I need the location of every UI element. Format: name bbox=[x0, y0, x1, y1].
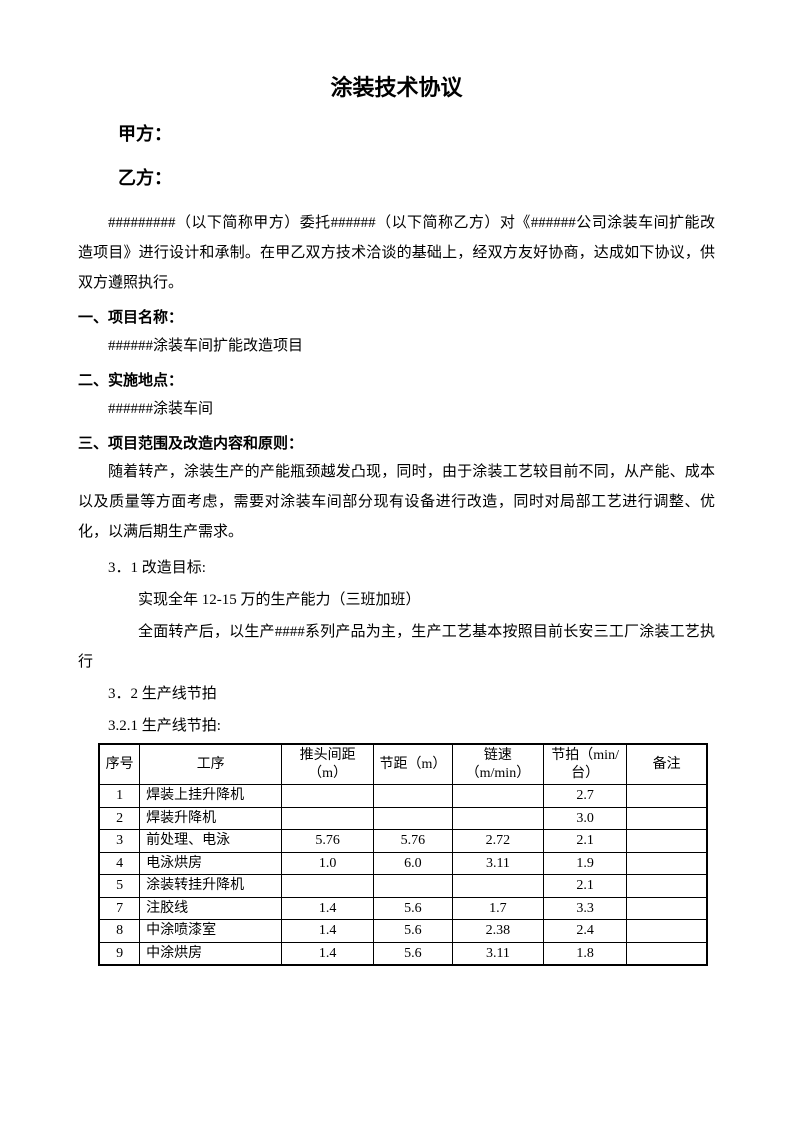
table-cell: 5.6 bbox=[373, 897, 452, 920]
table-cell: 2.1 bbox=[543, 830, 626, 853]
table-header-row: 序号 工序 推头间距（m） 节距（m） 链速（m/min） 节拍（min/台） … bbox=[99, 744, 707, 785]
table-cell bbox=[627, 920, 707, 943]
table-cell bbox=[373, 807, 452, 830]
table-cell: 5.6 bbox=[373, 920, 452, 943]
table-cell: 电泳烘房 bbox=[140, 852, 282, 875]
table-cell: 2.72 bbox=[452, 830, 543, 853]
table-cell: 5.76 bbox=[282, 830, 374, 853]
table-cell: 8 bbox=[99, 920, 140, 943]
table-row: 8中涂喷漆室1.45.62.382.4 bbox=[99, 920, 707, 943]
table-cell: 9 bbox=[99, 942, 140, 965]
table-cell bbox=[627, 897, 707, 920]
section3-1-line2: 全面转产后，以生产####系列产品为主，生产工艺基本按照目前长安三工厂涂装工艺执… bbox=[78, 617, 715, 677]
section3-1-line1: 实现全年 12-15 万的生产能力（三班加班） bbox=[78, 585, 715, 615]
col-cycle: 节拍（min/台） bbox=[543, 744, 626, 785]
table-cell: 1.9 bbox=[543, 852, 626, 875]
col-chainspeed: 链速（m/min） bbox=[452, 744, 543, 785]
party-b: 乙方： bbox=[118, 164, 715, 190]
table-cell bbox=[282, 785, 374, 808]
table-cell bbox=[627, 807, 707, 830]
table-cell bbox=[373, 875, 452, 898]
table-row: 5涂装转挂升降机 2.1 bbox=[99, 875, 707, 898]
table-row: 3前处理、电泳5.765.762.722.1 bbox=[99, 830, 707, 853]
table-cell: 焊装升降机 bbox=[140, 807, 282, 830]
table-cell: 2 bbox=[99, 807, 140, 830]
table-cell bbox=[627, 830, 707, 853]
table-cell: 5.76 bbox=[373, 830, 452, 853]
table-cell bbox=[627, 852, 707, 875]
table-cell bbox=[452, 875, 543, 898]
table-row: 9中涂烘房1.45.63.111.8 bbox=[99, 942, 707, 965]
table-cell bbox=[452, 785, 543, 808]
table-cell: 1.4 bbox=[282, 920, 374, 943]
col-spacing: 推头间距（m） bbox=[282, 744, 374, 785]
table-cell: 2.7 bbox=[543, 785, 626, 808]
table-cell: 5.6 bbox=[373, 942, 452, 965]
section3-paragraph: 随着转产，涂装生产的产能瓶颈越发凸现，同时，由于涂装工艺较目前不同，从产能、成本… bbox=[78, 457, 715, 547]
table-cell bbox=[627, 875, 707, 898]
section1-body: ######涂装车间扩能改造项目 bbox=[78, 331, 715, 361]
table-row: 1焊装上挂升降机 2.7 bbox=[99, 785, 707, 808]
table-cell: 2.38 bbox=[452, 920, 543, 943]
doc-title: 涂装技术协议 bbox=[78, 70, 715, 102]
table-cell: 2.1 bbox=[543, 875, 626, 898]
col-pitch: 节距（m） bbox=[373, 744, 452, 785]
section3-2-1-label: 3.2.1 生产线节拍: bbox=[78, 711, 715, 741]
section2-body: ######涂装车间 bbox=[78, 394, 715, 424]
table-cell bbox=[627, 785, 707, 808]
table-cell: 涂装转挂升降机 bbox=[140, 875, 282, 898]
table-cell bbox=[627, 942, 707, 965]
section3-heading: 三、项目范围及改造内容和原则： bbox=[78, 432, 715, 453]
table-cell: 中涂喷漆室 bbox=[140, 920, 282, 943]
table-cell bbox=[373, 785, 452, 808]
table-cell: 6.0 bbox=[373, 852, 452, 875]
table-cell: 2.4 bbox=[543, 920, 626, 943]
party-a: 甲方： bbox=[118, 120, 715, 146]
table-row: 2焊装升降机 3.0 bbox=[99, 807, 707, 830]
table-cell: 1.7 bbox=[452, 897, 543, 920]
col-remark: 备注 bbox=[627, 744, 707, 785]
table-cell: 前处理、电泳 bbox=[140, 830, 282, 853]
table-cell: 4 bbox=[99, 852, 140, 875]
section3-1-label: 3．1 改造目标: bbox=[78, 553, 715, 583]
table-cell: 3.11 bbox=[452, 942, 543, 965]
table-cell: 中涂烘房 bbox=[140, 942, 282, 965]
table-row: 4电泳烘房1.06.03.111.9 bbox=[99, 852, 707, 875]
table-body: 1焊装上挂升降机2.72焊装升降机3.03前处理、电泳5.765.762.722… bbox=[99, 785, 707, 966]
intro-paragraph: #########（以下简称甲方）委托######（以下简称乙方）对《#####… bbox=[78, 208, 715, 298]
table-cell: 焊装上挂升降机 bbox=[140, 785, 282, 808]
table-cell: 3.11 bbox=[452, 852, 543, 875]
table-cell: 3 bbox=[99, 830, 140, 853]
table-cell: 1.8 bbox=[543, 942, 626, 965]
table-cell: 7 bbox=[99, 897, 140, 920]
section2-heading: 二、实施地点： bbox=[78, 369, 715, 390]
table-cell: 5 bbox=[99, 875, 140, 898]
table-cell: 1.4 bbox=[282, 897, 374, 920]
table-cell bbox=[452, 807, 543, 830]
table-row: 7注胶线1.45.61.73.3 bbox=[99, 897, 707, 920]
section3-2-label: 3．2 生产线节拍 bbox=[78, 679, 715, 709]
col-process: 工序 bbox=[140, 744, 282, 785]
col-seq: 序号 bbox=[99, 744, 140, 785]
cycle-time-table: 序号 工序 推头间距（m） 节距（m） 链速（m/min） 节拍（min/台） … bbox=[98, 743, 708, 966]
table-cell bbox=[282, 875, 374, 898]
table-cell: 3.3 bbox=[543, 897, 626, 920]
section1-heading: 一、项目名称： bbox=[78, 306, 715, 327]
table-cell: 注胶线 bbox=[140, 897, 282, 920]
table-cell: 1 bbox=[99, 785, 140, 808]
table-cell: 3.0 bbox=[543, 807, 626, 830]
table-cell bbox=[282, 807, 374, 830]
table-cell: 1.4 bbox=[282, 942, 374, 965]
table-cell: 1.0 bbox=[282, 852, 374, 875]
